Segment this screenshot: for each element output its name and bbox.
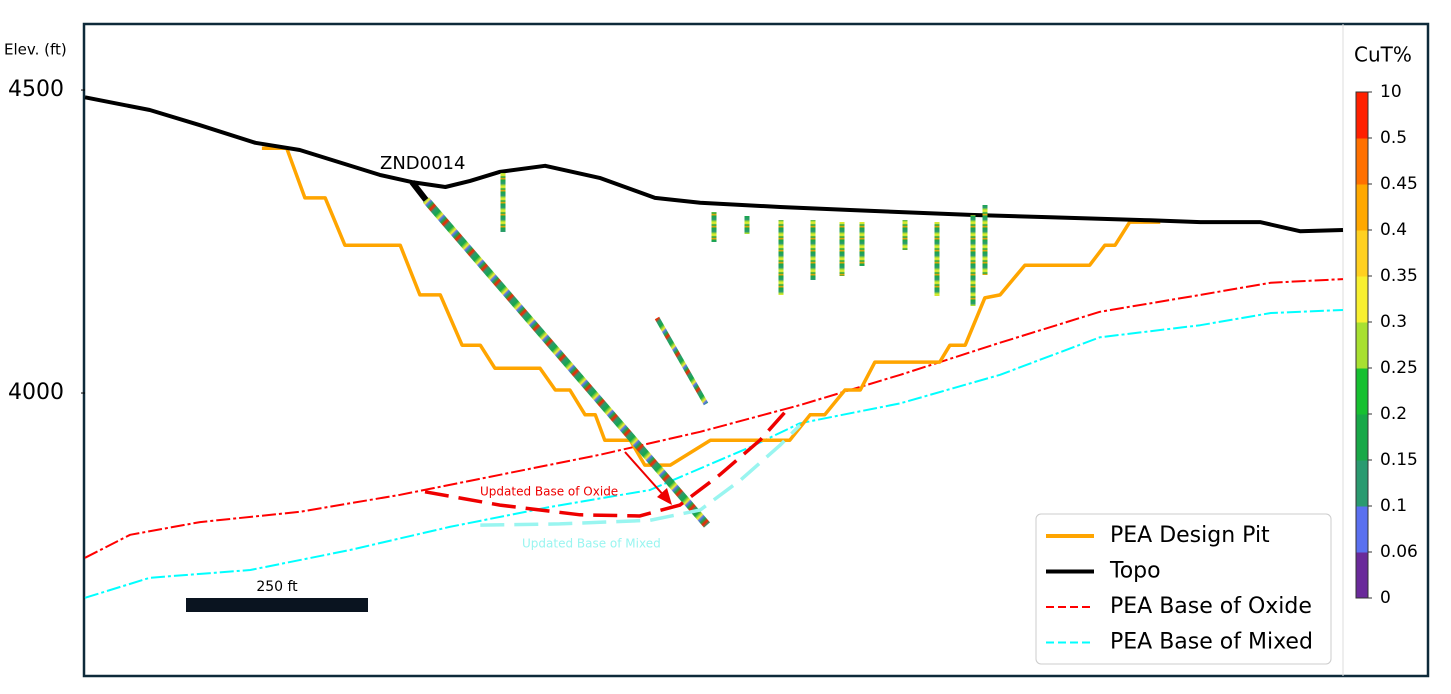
drillholes [409, 173, 988, 528]
colorbar-segment [1356, 138, 1368, 185]
colorbar-tick-label: 0.2 [1380, 404, 1407, 424]
legend-box [1035, 513, 1332, 665]
drillhole-collar [409, 180, 429, 202]
legend-label: PEA Design Pit [1110, 523, 1270, 548]
colorbar-tick-label: 0.06 [1380, 542, 1418, 562]
colorbar-outline [1355, 91, 1369, 599]
legend-label: PEA Base of Mixed [1110, 630, 1313, 655]
annotation-line [424, 410, 787, 518]
colorbar-tick-label: 0.25 [1380, 358, 1418, 378]
legend-label: Topo [1109, 559, 1161, 584]
colorbar-tick-label: 0 [1380, 588, 1391, 608]
colorbar-segment [1356, 230, 1368, 277]
annotation-arrow [624, 451, 672, 505]
series-line [84, 278, 1344, 559]
colorbar-tick-label: 0.4 [1380, 220, 1407, 240]
scale-bar [186, 598, 369, 612]
legend-label: PEA Base of Oxide [1110, 594, 1312, 619]
drillhole-label: ZND0014 [380, 153, 465, 174]
annotation-label: Updated Base of Oxide [480, 485, 618, 499]
colorbar-tick-label: 0.3 [1380, 312, 1407, 332]
colorbar-segment [1356, 92, 1368, 139]
colorbar-segment [1356, 322, 1368, 369]
frame [82, 22, 1430, 678]
arrow-shaft [624, 451, 667, 499]
colorbar-tick-label: 0.1 [1380, 496, 1407, 516]
colorbar-title: CuT% [1354, 43, 1412, 67]
colorbar-segment [1356, 184, 1368, 231]
annotation-line [480, 423, 802, 527]
y-axis-label: Elev. (ft) [4, 41, 67, 59]
colorbar-tick-label: 0.35 [1380, 266, 1418, 286]
drillhole [654, 316, 709, 406]
series-line [84, 95, 1344, 234]
series-line [261, 146, 1161, 467]
colorbar-segment [1356, 368, 1368, 415]
y-tick-label: 4500 [8, 77, 64, 102]
scale-bar-label: 250 ft [256, 579, 298, 595]
colorbar-segment [1356, 414, 1368, 461]
colorbar-segment [1356, 506, 1368, 553]
colorbar-segment [1356, 552, 1368, 599]
colorbar-segment [1356, 276, 1368, 323]
colorbar-tick-label: 0.15 [1380, 450, 1418, 470]
arrow-head [657, 488, 672, 505]
colorbar-tick-label: 0.45 [1380, 174, 1418, 194]
colorbar-tick-label: 10 [1380, 82, 1402, 102]
colorbar-segment [1356, 460, 1368, 507]
y-tick-label: 4000 [8, 380, 64, 405]
colorbar-tick-label: 0.5 [1380, 128, 1407, 148]
drillhole [422, 197, 711, 528]
annotation-label: Updated Base of Mixed [522, 537, 661, 551]
